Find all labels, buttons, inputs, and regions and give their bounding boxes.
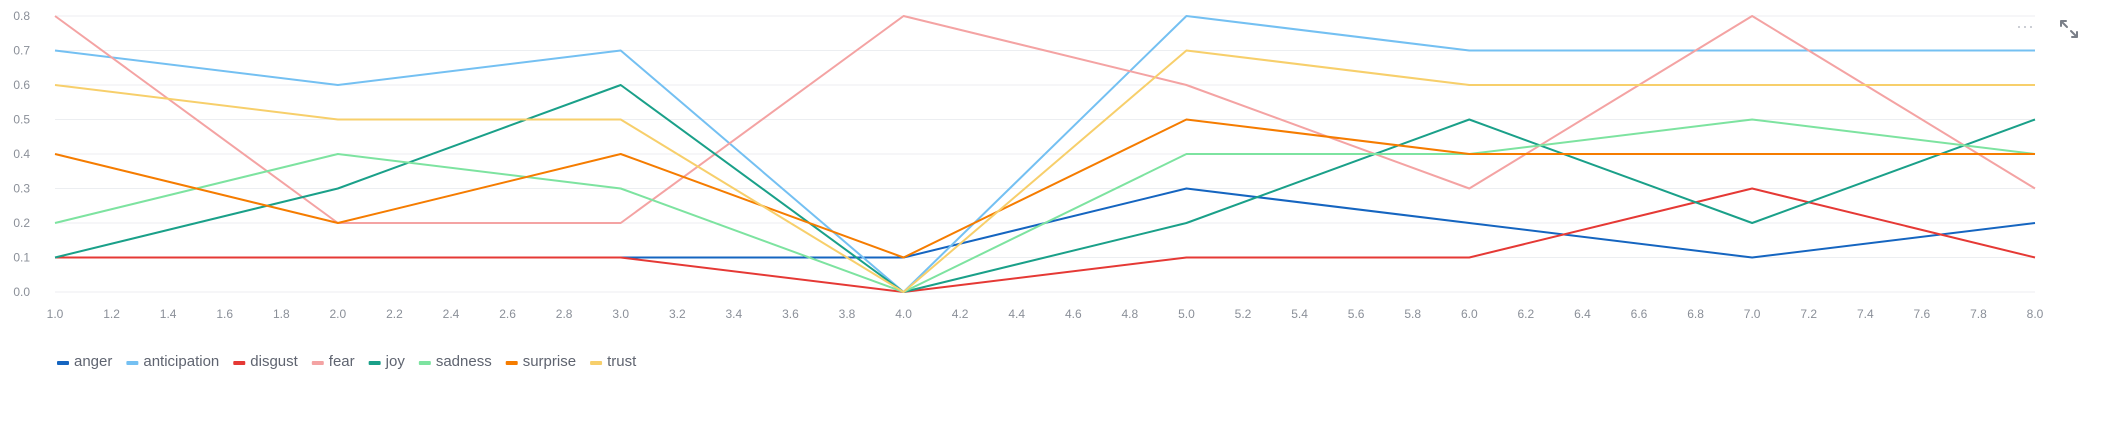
x-tick-label: 5.4 [1291,307,1308,321]
x-tick-label: 3.4 [726,307,743,321]
y-tick-label: 0.1 [13,251,30,265]
x-tick-label: 7.8 [1970,307,1987,321]
y-tick-label: 0.8 [13,9,30,23]
x-tick-label: 5.2 [1235,307,1252,321]
x-tick-label: 7.0 [1744,307,1761,321]
x-tick-label: 8.0 [2027,307,2044,321]
x-tick-label: 7.6 [1914,307,1931,321]
x-tick-label: 4.4 [1008,307,1025,321]
series-line-surprise [54,118,2035,259]
legend-label-anticipation: anticipation [143,353,219,370]
legend-label-sadness: sadness [436,353,492,370]
x-tick-label: 2.6 [499,307,516,321]
x-tick-label: 6.6 [1631,307,1648,321]
x-tick-label: 1.4 [160,307,177,321]
x-tick-label: 6.4 [1574,307,1591,321]
legend-label-anger: anger [74,353,112,370]
y-tick-label: 0.6 [13,78,30,92]
legend-swatch-fear [311,361,324,365]
x-tick-label: 1.2 [103,307,120,321]
x-tick-label: 2.4 [443,307,460,321]
y-tick-label: 0.0 [13,285,30,299]
legend-label-trust: trust [607,353,637,370]
x-tick-label: 2.8 [556,307,573,321]
more-options-icon[interactable]: ··· [2016,16,2034,36]
legend-swatch-disgust [233,361,246,365]
x-tick-label: 3.6 [782,307,799,321]
x-tick-label: 5.0 [1178,307,1195,321]
expand-icon[interactable] [2058,18,2080,40]
series-line-fear [54,15,2036,224]
y-tick-label: 0.4 [13,147,30,161]
x-tick-label: 1.8 [273,307,290,321]
y-tick-label: 0.5 [13,113,30,127]
y-tick-label: 0.2 [13,216,30,230]
legend-label-disgust: disgust [250,353,298,370]
x-tick-label: 3.0 [612,307,629,321]
legend-swatch-trust [590,361,603,365]
x-tick-label: 2.0 [330,307,347,321]
x-tick-label: 1.6 [216,307,233,321]
legend-swatch-sadness [418,361,431,365]
x-tick-label: 7.2 [1800,307,1817,321]
x-tick-label: 4.0 [895,307,912,321]
legend-label-joy: joy [385,353,406,370]
y-tick-label: 0.7 [13,44,30,58]
x-tick-label: 6.0 [1461,307,1478,321]
legend-swatch-joy [368,361,381,365]
legend-swatch-anger [57,361,69,365]
x-tick-label: 3.2 [669,307,686,321]
x-tick-label: 4.8 [1122,307,1139,321]
x-tick-label: 1.0 [47,307,64,321]
x-tick-label: 6.8 [1687,307,1704,321]
x-tick-label: 6.2 [1518,307,1535,321]
series-line-anticipation [54,15,2035,293]
x-tick-label: 3.8 [839,307,856,321]
x-tick-label: 7.4 [1857,307,1874,321]
x-tick-label: 5.6 [1348,307,1365,321]
x-tick-label: 2.2 [386,307,403,321]
x-tick-label: 4.6 [1065,307,1082,321]
series-line-joy [54,84,2036,293]
series-line-trust [54,49,2035,293]
x-tick-label: 5.8 [1404,307,1421,321]
x-tick-label: 4.2 [952,307,969,321]
legend-label-surprise: surprise [523,353,576,370]
legend-swatch-anticipation [126,361,139,365]
legend-swatch-surprise [505,361,518,365]
series-line-sadness [54,118,2036,293]
y-tick-label: 0.3 [13,182,30,196]
legend-label-fear: fear [329,353,355,370]
series-line-disgust [55,187,2036,293]
